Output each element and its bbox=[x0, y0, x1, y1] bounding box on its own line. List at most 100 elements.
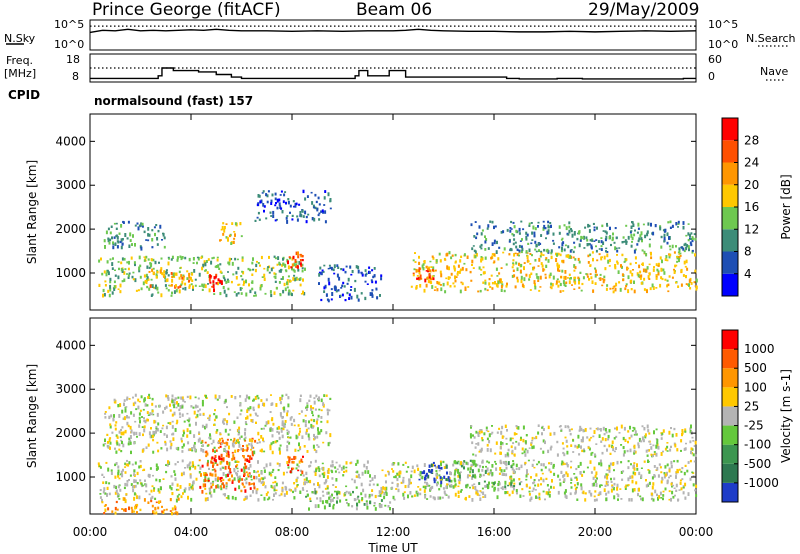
power-ylabel: Slant Range [km] bbox=[25, 160, 39, 264]
velocity-colorbar-cell bbox=[722, 349, 738, 369]
power-ytick-label: 4000 bbox=[55, 134, 86, 148]
velocity-colorbar-cell bbox=[722, 444, 738, 464]
axes: 1000 2000 3000 4000 Slant Range [km] 1000 2000… bbox=[25, 114, 713, 554]
nsearch-label: N.Search bbox=[746, 32, 796, 45]
velocity-blob bbox=[469, 424, 697, 458]
power-colorbar-tick-label: 24 bbox=[744, 156, 759, 170]
power-colorbar-label: Power [dB] bbox=[779, 174, 793, 239]
nave-top-tick: 60 bbox=[708, 53, 722, 66]
power-colorbar-tick-label: 16 bbox=[744, 200, 759, 214]
velocity-colorbar-tick-label: -100 bbox=[744, 438, 771, 452]
line-panels bbox=[6, 25, 790, 81]
power-colorbar-cell bbox=[722, 251, 738, 274]
velocity-colorbar-tick-label: 100 bbox=[744, 380, 767, 394]
xtick-label: 20:00 bbox=[578, 525, 613, 539]
velocity-colorbar-cell bbox=[722, 368, 738, 388]
freq-series-line bbox=[90, 67, 696, 80]
power-colorbar-tick-label: 20 bbox=[744, 178, 759, 192]
power-blob bbox=[470, 220, 697, 254]
colorbars: 4 8 12 16 20 24 28 Power [dB] 1000 500 100 25 -25 -10… bbox=[721, 117, 793, 503]
velocity-colorbar-cell bbox=[722, 463, 738, 483]
xtick-label: 00:00 bbox=[73, 525, 108, 539]
xtick-label: 00:00 bbox=[679, 525, 714, 539]
freq-panel-frame bbox=[89, 53, 697, 83]
velocity-colorbar-cell bbox=[722, 387, 738, 407]
velocity-colorbar-cell bbox=[722, 406, 738, 426]
velocity-colorbar-cell bbox=[722, 330, 738, 350]
velocity-blob bbox=[305, 490, 395, 511]
velocity-ytick-label: 3000 bbox=[55, 382, 86, 396]
power-colorbar-cell bbox=[722, 207, 738, 230]
station-title: Prince George (fitACF) bbox=[92, 0, 281, 20]
velocity-colorbar-tick-label: 25 bbox=[744, 399, 759, 413]
power-ytick-label: 1000 bbox=[55, 266, 86, 280]
power-colorbar-cell bbox=[722, 184, 738, 207]
power-blob bbox=[254, 189, 332, 224]
velocity-colorbar-tick-label: 500 bbox=[744, 361, 767, 375]
nave-label: Nave bbox=[760, 65, 789, 78]
power-colorbar-tick-label: 12 bbox=[744, 222, 759, 236]
velocity-panel-frame bbox=[89, 317, 697, 515]
power-data bbox=[98, 189, 698, 303]
power-colorbar-cell bbox=[722, 229, 738, 252]
power-ytick-label: 3000 bbox=[55, 178, 86, 192]
nsearch-top-tick: 10^5 bbox=[708, 18, 739, 31]
power-blob bbox=[318, 264, 383, 303]
power-colorbar-cell bbox=[722, 118, 738, 141]
nsearch-bottom-tick: 10^0 bbox=[708, 38, 739, 51]
power-ytick-label: 2000 bbox=[55, 222, 86, 236]
velocity-colorbar-cell bbox=[722, 425, 738, 445]
nave-bottom-tick: 0 bbox=[708, 70, 715, 83]
date-title: 29/May/2009 bbox=[588, 0, 700, 20]
freq-top-tick: 18 bbox=[66, 53, 80, 66]
cpid-text: normalsound (fast) 157 bbox=[94, 94, 254, 108]
power-blob bbox=[410, 251, 698, 294]
velocity-blob bbox=[418, 461, 451, 485]
velocity-colorbar-tick-label: 1000 bbox=[744, 342, 775, 356]
power-colorbar-tick-label: 28 bbox=[744, 133, 759, 147]
freq-label: Freq. bbox=[6, 54, 34, 67]
power-colorbar-cell bbox=[722, 162, 738, 185]
velocity-colorbar-tick-label: -25 bbox=[744, 419, 764, 433]
power-blob bbox=[287, 251, 304, 269]
x-axis-label: Time UT bbox=[367, 541, 418, 554]
nsky-label: N.Sky bbox=[4, 32, 36, 45]
velocity-colorbar-frame bbox=[721, 329, 739, 503]
velocity-blob bbox=[102, 393, 332, 455]
xtick-label: 12:00 bbox=[376, 525, 411, 539]
velocity-ytick-label: 2000 bbox=[55, 426, 86, 440]
velocity-colorbar-tick-label: -500 bbox=[744, 457, 771, 471]
freq-unit-label: [MHz] bbox=[4, 67, 37, 80]
power-blob bbox=[219, 222, 243, 245]
velocity-ylabel: Slant Range [km] bbox=[25, 364, 39, 468]
xtick-label: 16:00 bbox=[477, 525, 512, 539]
noise-panel-frame bbox=[89, 19, 697, 51]
velocity-data bbox=[97, 393, 698, 516]
cpid-label: CPID bbox=[8, 88, 41, 102]
power-blob bbox=[148, 268, 192, 289]
xtick-label: 08:00 bbox=[275, 525, 310, 539]
velocity-ytick-label: 4000 bbox=[55, 338, 86, 352]
power-blob bbox=[98, 255, 306, 298]
power-blob bbox=[412, 267, 435, 283]
beam-title: Beam 06 bbox=[356, 0, 433, 20]
velocity-colorbar-label: Velocity [m s-1] bbox=[779, 369, 793, 463]
power-blob bbox=[103, 220, 166, 251]
velocity-blob bbox=[287, 455, 304, 475]
power-colorbar-cell bbox=[722, 273, 738, 296]
velocity-blob bbox=[445, 459, 521, 490]
nsky-series-line bbox=[89, 28, 697, 34]
velocity-ytick-label: 1000 bbox=[55, 470, 86, 484]
velocity-blob bbox=[101, 496, 180, 516]
power-blob bbox=[208, 273, 223, 293]
xtick-label: 04:00 bbox=[174, 525, 209, 539]
power-colorbar-cell bbox=[722, 140, 738, 163]
velocity-blob bbox=[97, 459, 698, 503]
freq-bottom-tick: 8 bbox=[72, 70, 79, 83]
nsky-bottom-tick: 10^0 bbox=[54, 38, 85, 51]
power-colorbar-tick-label: 4 bbox=[744, 267, 752, 281]
nsky-top-tick: 10^5 bbox=[54, 18, 85, 31]
velocity-colorbar-tick-label: -1000 bbox=[744, 476, 779, 490]
velocity-colorbar-cell bbox=[722, 482, 738, 502]
